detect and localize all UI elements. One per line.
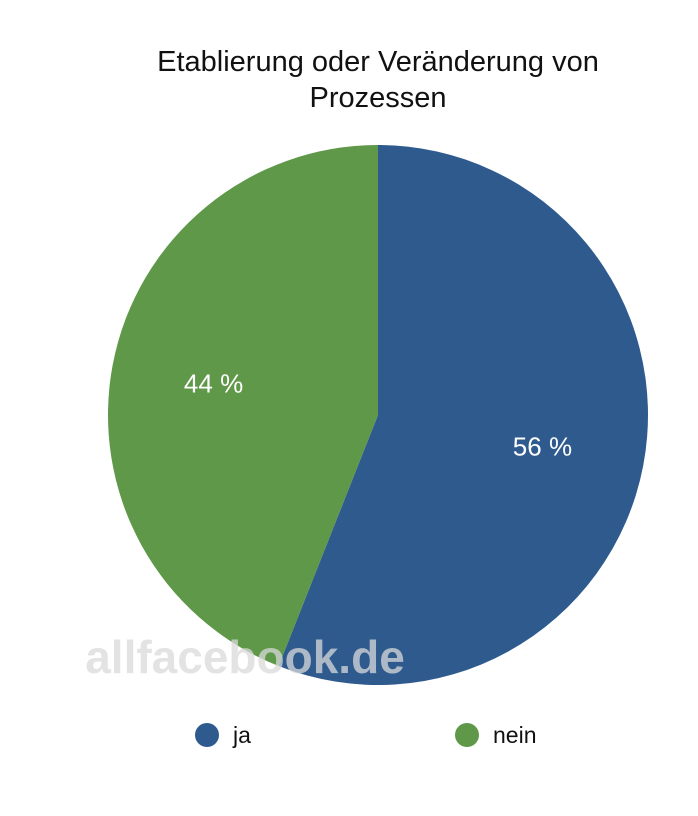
legend-item-nein[interactable]: nein <box>455 718 536 752</box>
watermark: allfacebook.de <box>85 631 405 683</box>
pie-slices <box>107 145 648 685</box>
slice-label-nein: 44 % <box>184 369 243 399</box>
legend-label-ja: ja <box>233 721 251 748</box>
pie-slice-nein[interactable] <box>107 145 379 667</box>
legend-item-ja[interactable]: ja <box>195 718 251 752</box>
legend-label-nein: nein <box>493 721 537 748</box>
slice-labels: 56 % 44 % <box>184 369 572 462</box>
slice-label-ja: 56 % <box>513 431 572 461</box>
legend-swatch-nein <box>455 723 479 747</box>
pie-slice-ja[interactable] <box>278 145 648 685</box>
chart-title: Etablierung oder Veränderung von Prozess… <box>157 46 599 114</box>
legend: ja nein <box>0 718 698 752</box>
legend-swatch-ja <box>195 723 219 747</box>
